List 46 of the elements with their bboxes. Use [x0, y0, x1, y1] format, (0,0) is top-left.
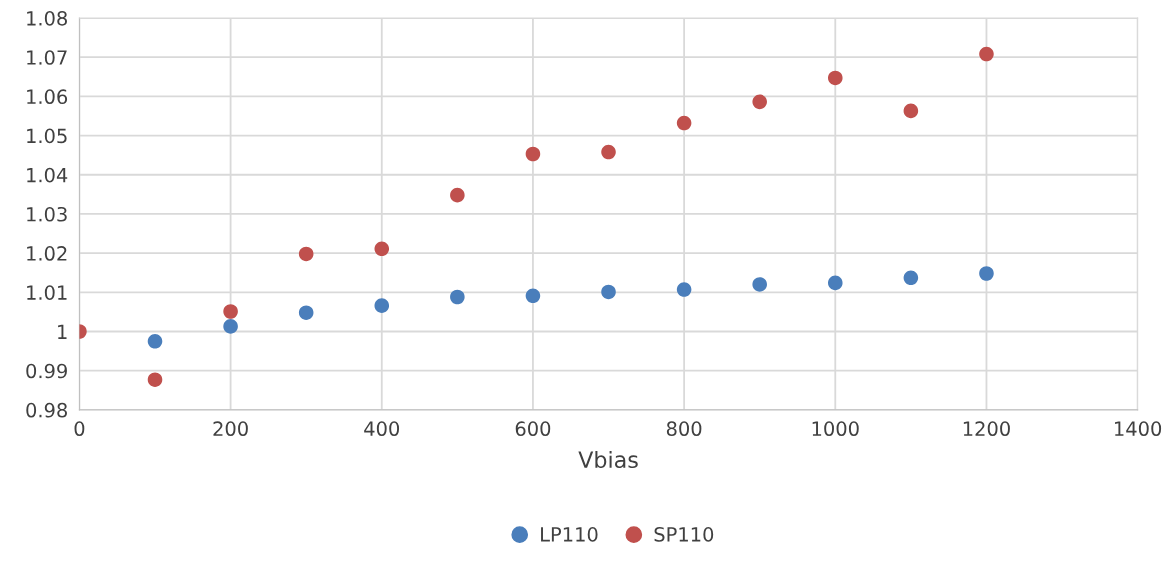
y-tick-label: 1.03: [27, 206, 67, 222]
point: [903, 270, 919, 286]
point: [374, 298, 390, 313]
point: [525, 146, 541, 162]
x-tick-label: 200: [213, 421, 248, 437]
x-axis-title: Vbias: [578, 450, 638, 469]
x-tick-label: 400: [364, 421, 400, 437]
y-tick-label: 1.04: [27, 167, 68, 183]
point: [979, 266, 994, 281]
point: [676, 282, 692, 297]
point: [450, 187, 465, 203]
y-tick-label: 1.01: [27, 285, 67, 300]
point: [298, 246, 314, 262]
y-tick-label: 1.07: [27, 50, 67, 65]
point: [601, 284, 616, 300]
x-tick-label: 1000: [812, 421, 859, 437]
y-tick-label: 0.98: [26, 402, 67, 418]
point: [676, 115, 692, 131]
point: [223, 319, 238, 334]
x-tick-label: 1400: [1115, 421, 1162, 437]
point: [601, 144, 616, 160]
y-tick-label: 1.05: [27, 128, 67, 144]
point: [147, 372, 163, 387]
x-tick-label: 600: [515, 421, 551, 437]
legend-label: LP110: [541, 527, 598, 542]
legend-label: SP110: [654, 527, 714, 542]
point: [828, 70, 843, 86]
y-tick-label: 1.06: [27, 89, 68, 105]
y-tick-label: 1.02: [27, 246, 67, 261]
x-tick-label: 800: [666, 421, 702, 437]
point: [752, 277, 767, 292]
point: [525, 288, 541, 304]
point: [752, 94, 767, 110]
point: [979, 46, 994, 62]
point: [450, 289, 465, 305]
x-tick-label: 0: [74, 421, 85, 437]
point: [147, 334, 163, 349]
y-tick-label: 1.08: [27, 10, 67, 26]
point: [298, 305, 314, 320]
y-tick-label: 0.99: [26, 363, 67, 379]
x-tick-label: 1200: [963, 421, 1010, 437]
point: [223, 304, 238, 319]
y-tick-label: 1: [58, 324, 67, 339]
point: [903, 103, 919, 119]
point: [374, 241, 390, 257]
point: [828, 275, 843, 291]
